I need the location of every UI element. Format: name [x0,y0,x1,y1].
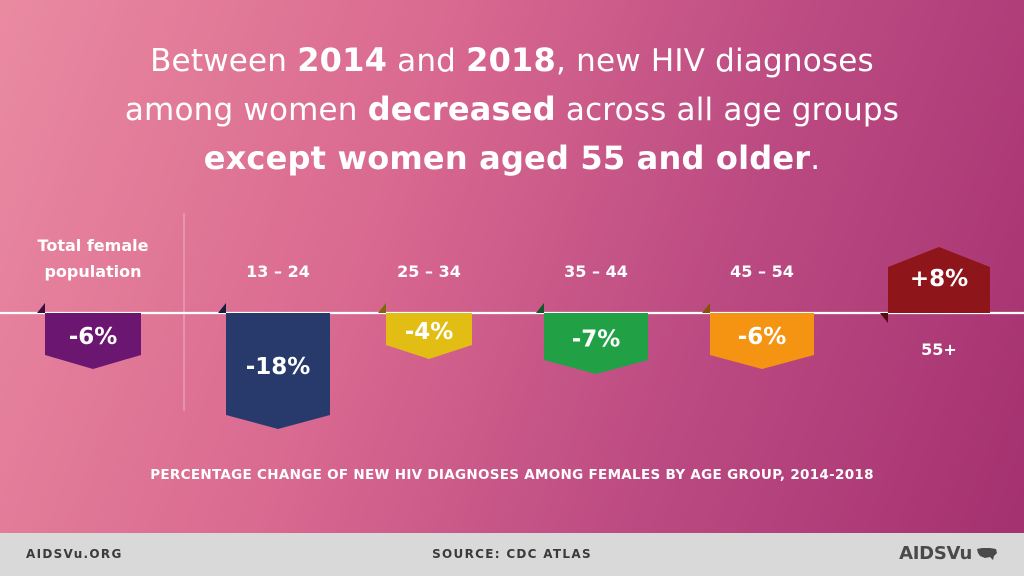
data-label: -6% [738,324,787,350]
category-label: 13 – 24 [246,262,310,281]
chart-title: PERCENTAGE CHANGE OF NEW HIV DIAGNOSES A… [150,467,874,483]
bar-fold [378,303,386,313]
headline-year-2018: 2018 [466,41,556,79]
headline-emphasis: except women aged 55 and older [203,139,811,177]
bar-fold [536,303,544,313]
bar [710,313,814,369]
headline-text: across all age groups [555,92,900,128]
bar-fold [880,313,888,323]
category-label: 25 – 34 [397,262,461,281]
headline: Between 2014 and 2018, new HIV diagnoses… [0,36,1024,183]
category-label: 45 – 54 [730,262,794,281]
logo-text: AIDSVu [899,543,972,564]
category-label: population [44,262,141,281]
data-label: +8% [910,266,968,292]
headline-text: . [810,141,821,177]
website-label: AIDSVu.ORG [26,547,123,561]
headline-text: and [387,43,467,79]
category-label: 35 – 44 [564,262,628,281]
bar-fold [37,303,45,313]
us-map-icon [977,547,997,560]
category-label: 55+ [921,340,957,359]
data-label: -4% [405,319,454,345]
bar-fold [218,303,226,313]
bar-fold [702,303,710,313]
headline-text: among women [124,92,368,128]
bar [45,313,141,369]
headline-text: Between [150,43,298,79]
bar [386,313,472,359]
headline-year-2014: 2014 [297,41,388,79]
category-label: Total female [38,236,149,255]
headline-text: , new HIV diagnoses [555,43,874,79]
bar [888,247,990,313]
headline-emphasis: decreased [367,90,556,128]
source-label: SOURCE: CDC ATLAS [432,547,592,561]
data-label: -6% [69,324,118,350]
data-label: -7% [572,327,621,353]
aidsvu-logo: AIDSVu [899,543,998,564]
data-label: -18% [246,354,311,380]
age-group-chart: -6% Total female population -18% 13 – 24 -4% 2… [0,213,1024,483]
headline-line-2: among women decreased across all age gro… [0,85,1024,134]
headline-line-1: Between 2014 and 2018, new HIV diagnoses [0,36,1024,85]
footer-bar: AIDSVu.ORG SOURCE: CDC ATLAS AIDSVu [0,533,1024,576]
bar [544,313,648,374]
headline-line-3: except women aged 55 and older. [0,134,1024,183]
bar [226,313,330,429]
